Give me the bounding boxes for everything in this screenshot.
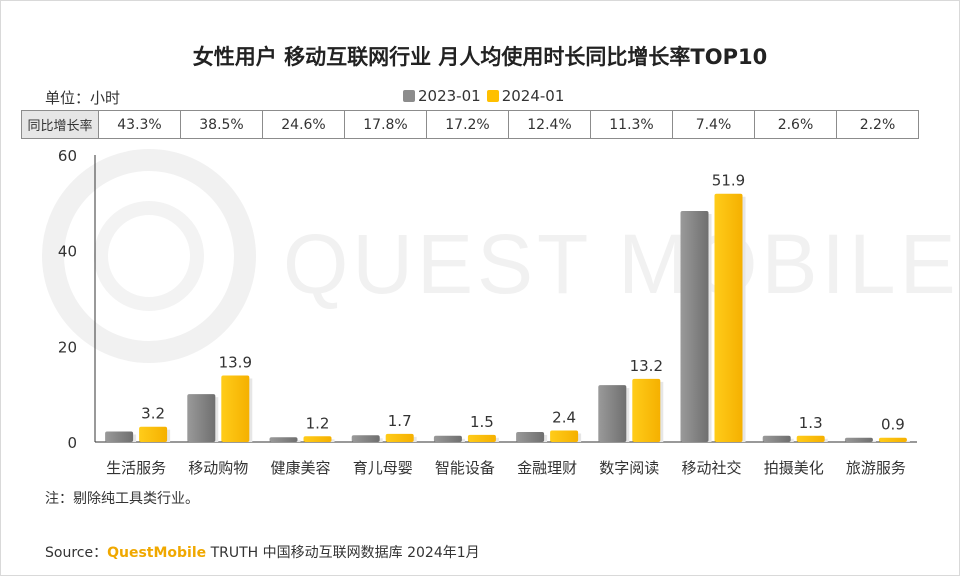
growth-row: 同比增长率 43.3% 38.5% 24.6% 17.8% 17.2% 12.4…	[21, 110, 919, 139]
bar-value-label: 1.2	[306, 414, 330, 432]
bar-value-label: 13.9	[219, 354, 252, 372]
legend-swatch-gold	[486, 90, 499, 102]
bar-value-label: 51.9	[712, 172, 745, 190]
bar-2023	[187, 394, 216, 442]
growth-cell: 11.3%	[590, 110, 673, 139]
growth-cell: 2.2%	[836, 110, 919, 139]
bar-value-label: 1.7	[388, 412, 412, 430]
bar-2023	[680, 210, 709, 442]
legend-item-2023: 2023-01	[403, 87, 481, 105]
watermark-text: QUEST MOBILE	[283, 217, 959, 311]
data-labels: 3.2 13.9 1.2 1.7 1.5 2.4 13.2 51.9 1.3 0.9	[141, 172, 905, 434]
x-tick-label: 拍摄美化	[764, 459, 824, 477]
growth-rate-table: 同比增长率 43.3% 38.5% 24.6% 17.8% 17.2% 12.4…	[21, 110, 919, 139]
bar-value-label: 3.2	[141, 405, 165, 423]
x-tick-label: 健康美容	[270, 459, 330, 477]
x-tick-label: 数字阅读	[599, 459, 659, 477]
bar-value-label: 1.5	[470, 413, 494, 431]
source-suffix: TRUTH 中国移动互联网数据库 2024年1月	[206, 545, 480, 561]
bar-value-label: 2.4	[552, 409, 576, 427]
y-tick-label: 60	[58, 147, 77, 165]
bar-2024	[878, 437, 907, 442]
bar-2024	[714, 193, 743, 442]
bar-2023	[351, 435, 380, 442]
bar-2023	[598, 385, 627, 442]
x-tick-label: 旅游服务	[846, 459, 906, 477]
growth-cell: 12.4%	[508, 110, 591, 139]
chart-title: 女性用户 移动互联网行业 月人均使用时长同比增长率TOP10	[192, 45, 768, 69]
growth-cell: 17.2%	[426, 110, 509, 139]
x-tick-label: 育儿母婴	[353, 459, 413, 477]
bar-2024	[467, 434, 496, 442]
bar-value-label: 0.9	[881, 416, 905, 434]
growth-cell: 38.5%	[180, 110, 263, 139]
source-line: Source：QuestMobile TRUTH 中国移动互联网数据库 2024…	[45, 542, 480, 562]
legend-item-2024: 2024-01	[486, 87, 565, 105]
legend-label: 2024-01	[501, 87, 565, 105]
bar-2024	[796, 435, 825, 442]
bar-2023	[844, 437, 873, 442]
bar-value-label: 13.2	[630, 357, 663, 375]
growth-cell: 43.3%	[98, 110, 181, 139]
bar-2024	[550, 430, 579, 442]
y-tick-label: 0	[67, 434, 77, 452]
bar-2023	[105, 431, 134, 442]
axes: 0 20 40 60 生活服务 移动购物 健康美容 育儿母婴 智能设备 金融理财 数字阅读 移动社交 拍…	[58, 147, 917, 477]
source-brand: QuestMobile	[107, 545, 207, 561]
bar-2024	[632, 378, 661, 442]
watermark: QUEST MOBILE	[42, 149, 959, 363]
bar-2024	[139, 426, 168, 442]
bar-2023	[433, 435, 462, 442]
bar-2023	[762, 435, 791, 442]
legend-label: 2023-01	[418, 87, 481, 105]
footnote: 注：剔除纯工具类行业。	[45, 491, 199, 507]
growth-row-label: 同比增长率	[21, 110, 99, 139]
x-tick-label: 金融理财	[517, 459, 577, 477]
bar-2024	[385, 433, 414, 442]
x-tick-label: 生活服务	[106, 459, 166, 477]
bar-2023	[269, 437, 298, 442]
x-tick-label: 移动社交	[681, 459, 741, 477]
legend: 2023-01 2024-01	[403, 87, 570, 105]
y-tick-label: 20	[58, 338, 77, 356]
legend-swatch-grey	[403, 90, 415, 102]
y-tick-label: 40	[58, 243, 77, 261]
source-prefix: Source：	[45, 545, 108, 561]
bar-2024	[303, 436, 332, 442]
unit-label: 单位：小时	[45, 89, 121, 107]
x-tick-label: 智能设备	[435, 459, 495, 477]
bar-2024	[221, 375, 250, 442]
bar-2023	[516, 431, 545, 442]
bars	[105, 193, 910, 442]
growth-cell: 2.6%	[754, 110, 837, 139]
growth-cell: 7.4%	[672, 110, 755, 139]
bar-value-label: 1.3	[799, 414, 823, 432]
x-tick-label: 移动购物	[188, 459, 248, 477]
growth-cell: 17.8%	[344, 110, 427, 139]
growth-cell: 24.6%	[262, 110, 345, 139]
